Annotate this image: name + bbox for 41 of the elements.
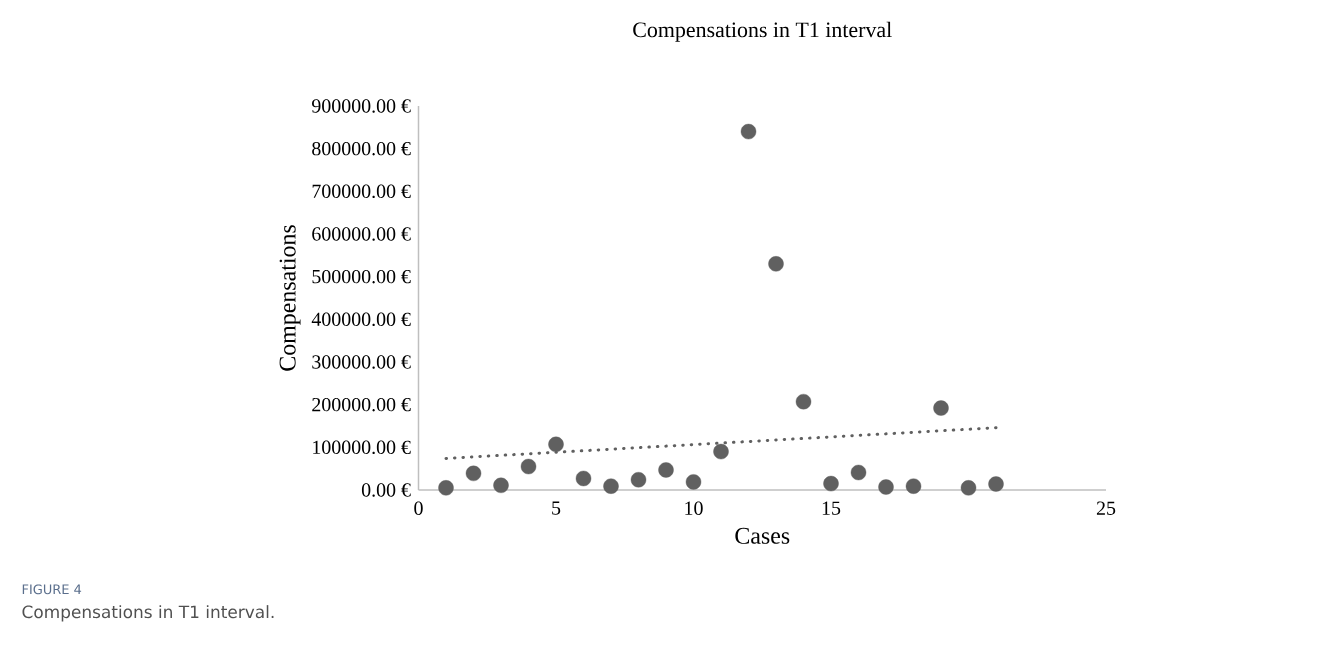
point (823, 475, 839, 492)
text: Compensations in T1 interval. (22, 605, 274, 622)
y-tick-label: 500000.00 € (312, 269, 411, 284)
point (630, 472, 647, 488)
y-tick-label: 400000.00 € (311, 312, 411, 327)
point (465, 465, 482, 482)
y-tick-label: 600000.00 € (312, 227, 411, 241)
y-tick-label: 700000.00 € (312, 184, 411, 199)
y-tick-label: 100000.00 € (313, 440, 411, 455)
point (575, 470, 592, 487)
point (493, 477, 509, 493)
point (960, 480, 977, 496)
x-axis-title: Cases (735, 527, 790, 544)
chart-title: Compensations in T1 interval (633, 21, 892, 42)
point (603, 478, 619, 494)
caption: FIGURE 4 (22, 584, 82, 595)
point (905, 478, 922, 494)
x-tick-label: 25 (1096, 501, 1116, 515)
x-tick-label: 10 (685, 501, 703, 515)
point (988, 476, 1004, 492)
point (878, 479, 894, 495)
y-tick-label: 900000.00 € (312, 99, 411, 113)
y-tick-label: 300000.00 € (312, 355, 411, 369)
y-tick-label: 0.00 € (361, 483, 411, 497)
point (795, 393, 812, 410)
point (548, 436, 564, 453)
y-tick-label: 800000.00 € (312, 141, 411, 156)
point (933, 400, 949, 416)
point (520, 458, 537, 475)
x-tick-label: 0 (414, 501, 423, 515)
point (850, 464, 867, 481)
point (658, 462, 674, 478)
point (768, 256, 784, 272)
x-tick-label: 5 (552, 501, 561, 515)
point (740, 123, 757, 140)
point (685, 474, 702, 490)
point (713, 443, 729, 460)
y-axis-title: Compensations (279, 225, 301, 371)
x-tick-label: 15 (822, 501, 841, 515)
y-tick-label: 200000.00 € (312, 397, 411, 412)
point (438, 480, 454, 496)
